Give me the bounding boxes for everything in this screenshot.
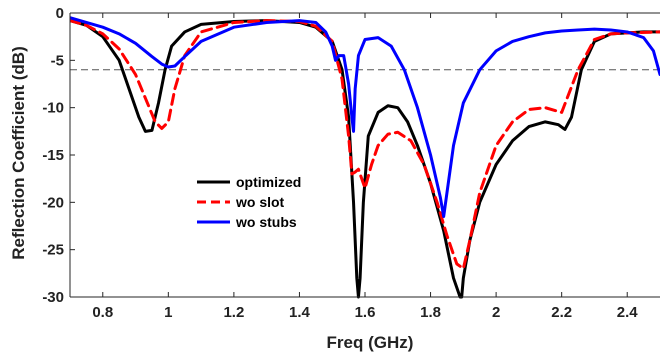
x-tick-label: 0.8 — [92, 304, 113, 321]
y-tick-label: -20 — [42, 194, 64, 211]
x-tick-label: 1.2 — [223, 304, 244, 321]
y-tick-label: -10 — [42, 100, 64, 117]
x-tick-label: 1 — [164, 304, 172, 321]
legend-label-optimized: optimized — [236, 174, 301, 190]
x-tick-label: 2.2 — [551, 304, 572, 321]
x-tick-label: 1.8 — [420, 304, 441, 321]
series-line-wo-stubs — [70, 16, 660, 219]
y-tick-label: -25 — [42, 242, 64, 259]
y-tick-label: -5 — [51, 52, 64, 69]
y-tick-label: 0 — [56, 5, 64, 22]
ticks-layer: 0.8 1 1.2 1.4 1.6 1.8 2 2.2 2.4 0 -5 -10 -15 -20 -25 -3… — [42, 5, 638, 321]
x-tick-label: 1.6 — [355, 304, 376, 321]
legend-label-wo-stubs: wo stubs — [235, 214, 297, 230]
x-tick-label: 2 — [492, 304, 500, 321]
y-tick-label: -15 — [42, 147, 64, 164]
series-line-wo-slot — [70, 19, 660, 271]
y-axis-title: Reflection Coefficient (dB) — [9, 46, 28, 259]
legend: optimized wo slot wo stubs — [197, 174, 301, 230]
series-layer — [70, 16, 660, 299]
x-axis-title: Freq (GHz) — [327, 333, 414, 352]
x-tick-label: 2.4 — [617, 304, 639, 321]
legend-label-wo-slot: wo slot — [235, 194, 285, 210]
series-line-optimized — [70, 19, 660, 299]
x-tick-label: 1.4 — [289, 304, 311, 321]
y-tick-label: -30 — [42, 289, 64, 306]
